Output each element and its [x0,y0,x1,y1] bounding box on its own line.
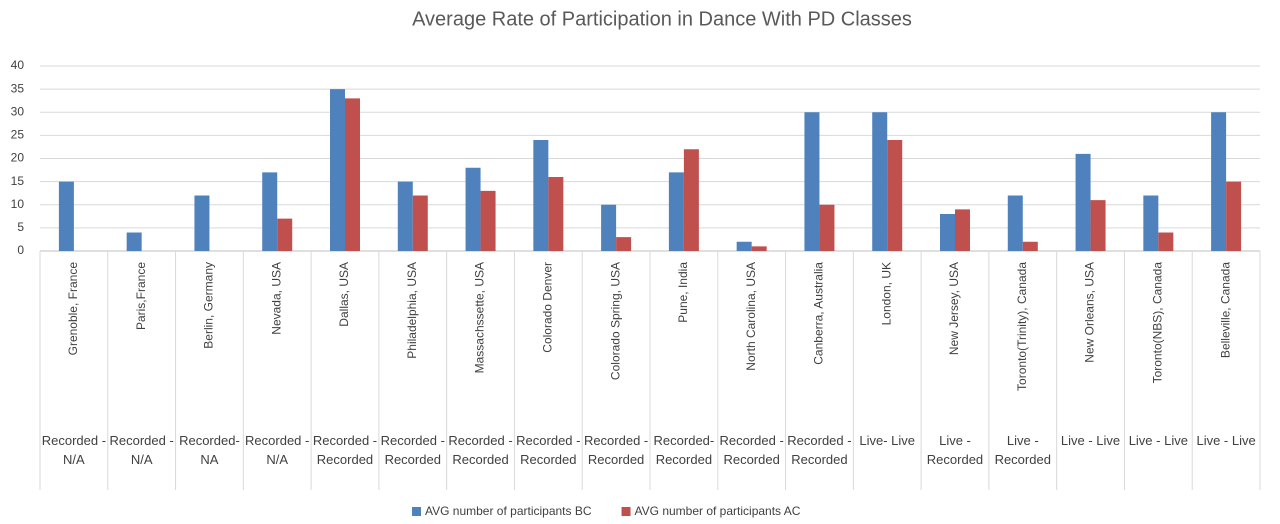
bar [887,140,903,251]
bar [345,98,360,251]
x-tick-label: Berlin, Germany [202,262,216,349]
bar [1007,195,1023,251]
y-tick-label: 35 [11,81,25,95]
bar [940,214,955,251]
bar [1143,195,1159,251]
x-tick-label: Colorado Denver [541,262,555,353]
category-group-label: Recorded - Recorded [787,433,852,467]
bar [194,195,210,251]
category-group-label: Recorded - N/A [245,433,310,467]
bar [1022,241,1038,251]
bar [330,89,345,251]
category-group-label: Recorded- NA [179,433,240,467]
category-group-label: Live - Live [1128,433,1188,448]
bar [1075,153,1091,251]
bar [533,140,549,251]
category-group-label: Recorded- Recorded [653,433,715,467]
bar [1158,232,1174,251]
category-group-label: Live - Live [1060,433,1121,448]
bar [819,204,835,251]
chart-title: Average Rate of Participation in Dance W… [412,8,912,30]
x-tick-label: Canberra, Australia [812,262,826,365]
x-tick-label: Grenoble, France [66,262,80,356]
bar [616,237,632,251]
x-tick-label: New Orleans, USA [1083,262,1097,363]
bar [1211,112,1227,251]
bar [412,195,428,251]
category-group-label: Live - Recorded [926,433,984,467]
y-tick-label: 15 [11,174,25,188]
x-tick-label: Toronto(Trinity), Canada [1015,262,1029,391]
bar [126,232,142,251]
x-tick-label: Belleville, Canada [1218,262,1232,358]
x-tick-label: Philadelphia, USA [405,262,419,359]
category-group-label: Recorded - Recorded [312,433,378,467]
x-tick-label: Colorado Spring, USA [608,262,622,380]
y-tick-label: 5 [17,220,24,234]
bar [277,218,293,251]
y-tick-label: 25 [11,128,25,142]
category-group-label: Live- Live [859,433,916,448]
x-tick-label: Massachssette, USA [473,262,487,373]
x-tick-label: Dallas, USA [337,262,351,327]
bar [872,112,888,251]
y-tick-label: 10 [11,197,25,211]
y-tick-label: 20 [11,151,25,165]
category-group-label: Recorded - Recorded [380,433,445,467]
x-tick-label: Pune, India [676,262,690,323]
legend-swatch [412,507,421,516]
y-tick-label: 0 [17,243,24,257]
bar [397,181,413,251]
bar [668,172,684,251]
y-tick-label: 30 [11,104,25,118]
bar [955,209,970,251]
x-tick-label: Paris,France [134,262,148,330]
x-tick-label: New Jersey, USA [947,262,961,355]
x-tick-label: North Carolina, USA [744,262,758,371]
bar [548,177,564,251]
category-group-label: Recorded - N/A [109,433,174,467]
category-group-label: Recorded - Recorded [719,433,784,467]
bar [736,241,752,251]
category-group-label: Live - Recorded [994,433,1051,467]
bar [1090,200,1106,251]
legend-swatch [621,507,631,516]
bar [58,181,74,251]
bar [683,149,699,251]
y-tick-label: 40 [11,58,25,72]
legend-label: AVG number of participants BC [425,504,592,518]
bar [601,204,617,251]
category-group-label: Recorded - Recorded [448,433,513,467]
category-group-label: Recorded - Recorded [516,433,581,467]
x-tick-label: London, UK [879,262,893,325]
x-tick-label: Toronto(NBS), Canada [1151,262,1165,384]
category-group-label: Recorded - Recorded [583,433,649,467]
category-group-label: Recorded - N/A [41,433,107,467]
legend-label: AVG number of participants AC [635,504,801,518]
bar [480,190,496,251]
x-tick-label: Nevada, USA [269,262,283,335]
bar [804,112,820,251]
bar [1226,181,1242,251]
bar [465,167,481,251]
bar [262,172,278,251]
bar [751,246,767,251]
category-group-label: Live - Live [1196,433,1256,448]
